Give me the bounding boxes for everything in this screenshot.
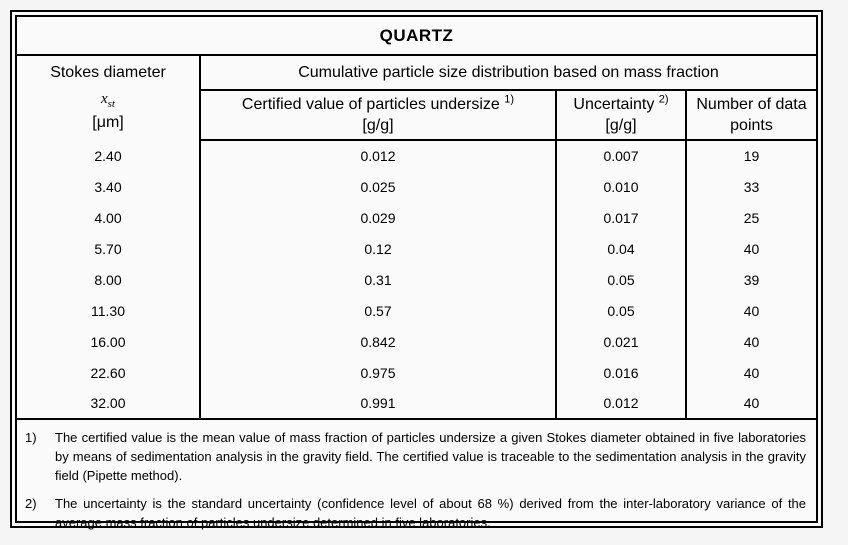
footnote-2: 2) The uncertainty is the standard uncer… <box>25 494 806 532</box>
cell-diameter: 5.70 <box>17 233 201 264</box>
cell-certified-value: 0.12 <box>200 233 557 264</box>
cell-uncertainty: 0.007 <box>556 140 687 171</box>
cell-data-points: 40 <box>743 364 760 381</box>
cell-data-points: 39 <box>743 271 760 288</box>
footnote-2-text: The uncertainty is the standard uncertai… <box>55 496 807 530</box>
cell-uncertainty: 0.017 <box>556 202 687 233</box>
cell-diameter: 3.40 <box>17 171 201 202</box>
table-inner-frame: QUARTZ Stokes diameter xst [μm] Cumulati… <box>15 15 818 545</box>
cell-certified-value: 0.025 <box>200 171 557 202</box>
certified-value-unit: [g/g] <box>362 117 394 134</box>
cell-data-points: 19 <box>743 148 760 164</box>
cell-diameter: 11.30 <box>17 295 201 326</box>
table-row: 11.30 0.57 0.05 40 <box>17 295 816 326</box>
cell-uncertainty: 0.05 <box>556 264 687 295</box>
stokes-symbol: xst <box>17 91 199 110</box>
table-row: 8.00 0.31 0.05 39 <box>17 264 816 295</box>
cell-uncertainty: 0.04 <box>556 233 687 264</box>
uncertainty-text: Uncertainty <box>573 96 655 113</box>
cell-diameter: 32.00 <box>17 388 201 419</box>
table-title: QUARTZ <box>17 17 817 56</box>
footnote-1-marker: 1) <box>25 430 37 445</box>
cell-certified-value: 0.31 <box>200 264 557 295</box>
cell-uncertainty: 0.021 <box>556 326 687 357</box>
cell-data-points: 33 <box>743 178 760 195</box>
cell-diameter: 16.00 <box>17 326 201 357</box>
data-points-label: Number of data points <box>696 96 807 134</box>
footnotes-section: 1) The certified value is the mean value… <box>17 418 817 545</box>
cell-certified-value: 0.842 <box>200 326 557 357</box>
col-header-stokes-diameter: Stokes diameter xst [μm] <box>17 55 201 140</box>
col-header-uncertainty: Uncertainty 2) [g/g] <box>556 90 687 141</box>
cell-data-points: 25 <box>743 209 760 226</box>
certified-value-text: Certified value of particles undersize <box>241 96 500 113</box>
group-header-mass-fraction: Cumulative particle size distribution ba… <box>200 55 817 91</box>
cell-certified-value: 0.975 <box>200 357 557 388</box>
cell-certified-value: 0.57 <box>200 295 557 326</box>
stokes-symbol-x: x <box>100 91 108 107</box>
cell-uncertainty: 0.05 <box>556 295 687 326</box>
table-row: 4.00 0.029 0.017 25 <box>17 202 816 233</box>
col-header-certified-value: Certified value of particles undersize 1… <box>200 90 557 141</box>
cell-diameter: 22.60 <box>17 357 201 388</box>
table-row: 2.40 0.012 0.007 19 <box>17 140 816 171</box>
quartz-data-table: QUARTZ Stokes diameter xst [μm] Cumulati… <box>17 17 817 545</box>
uncertainty-label: Uncertainty 2) <box>557 94 685 115</box>
cell-certified-value: 0.991 <box>200 388 557 419</box>
cell-uncertainty: 0.012 <box>556 388 687 419</box>
table-row: 16.00 0.842 0.021 40 <box>17 326 816 357</box>
cell-certified-value: 0.012 <box>200 140 557 171</box>
stokes-diameter-label: Stokes diameter <box>50 64 166 81</box>
cell-diameter: 8.00 <box>17 264 201 295</box>
table-row: 22.60 0.975 0.016 40 <box>17 357 816 388</box>
cell-data-points: 40 <box>743 302 760 319</box>
cell-uncertainty: 0.010 <box>556 171 687 202</box>
footnote-1-text: The certified value is the mean value of… <box>55 430 807 483</box>
footnote-ref-2: 2) <box>658 93 669 106</box>
footnote-1: 1) The certified value is the mean value… <box>25 428 806 485</box>
cell-uncertainty: 0.016 <box>556 357 687 388</box>
cell-data-points: 40 <box>743 333 760 350</box>
cell-certified-value: 0.029 <box>200 202 557 233</box>
footnote-ref-1: 1) <box>504 93 515 106</box>
certified-value-label: Certified value of particles undersize 1… <box>201 94 555 115</box>
table-row: 5.70 0.12 0.04 40 <box>17 233 816 264</box>
footnote-2-marker: 2) <box>25 496 37 511</box>
cell-diameter: 4.00 <box>17 202 201 233</box>
uncertainty-unit: [g/g] <box>605 117 637 134</box>
stokes-unit: [μm] <box>92 114 124 131</box>
cell-data-points: 40 <box>743 240 760 257</box>
stokes-symbol-subscript: st <box>107 98 115 110</box>
cell-data-points: 40 <box>743 395 760 411</box>
table-row: 32.00 0.991 0.012 40 <box>17 388 816 419</box>
col-header-data-points: Number of data points <box>686 90 817 141</box>
table-outer-frame: QUARTZ Stokes diameter xst [μm] Cumulati… <box>10 10 823 545</box>
cell-diameter: 2.40 <box>17 140 201 171</box>
table-row: 3.40 0.025 0.010 33 <box>17 171 816 202</box>
